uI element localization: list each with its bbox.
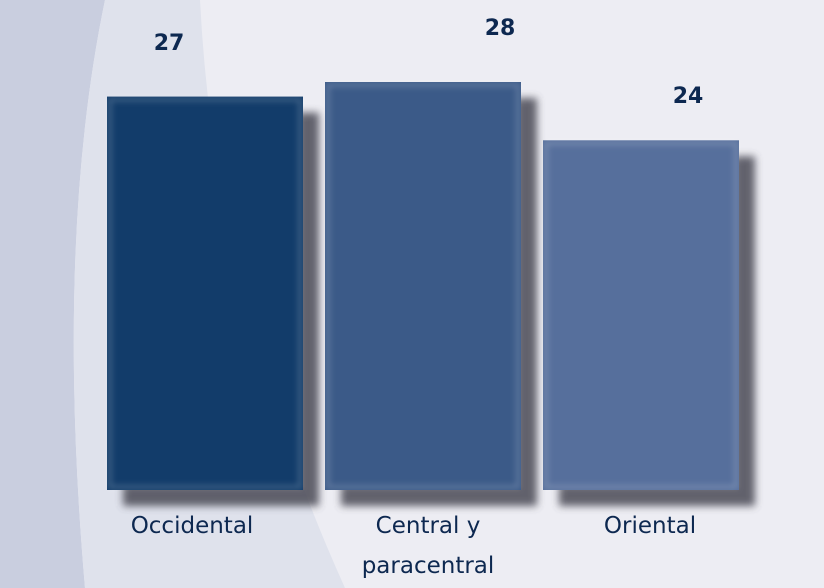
bar-bevel bbox=[544, 141, 738, 490]
bar-occidental bbox=[107, 96, 303, 491]
data-label: 27 bbox=[153, 30, 185, 56]
bar-oriental bbox=[543, 140, 739, 491]
bar-bevel bbox=[108, 97, 302, 489]
x-tick-label: Occidental bbox=[130, 513, 254, 539]
data-label: 24 bbox=[672, 84, 704, 110]
bar-central-y-paracentral bbox=[325, 82, 521, 490]
x-tick-label: Central y bbox=[375, 513, 481, 539]
bar-bevel bbox=[326, 83, 520, 489]
x-tick-label: paracentral bbox=[361, 553, 495, 579]
x-tick-label: Oriental bbox=[603, 513, 697, 539]
data-label: 28 bbox=[484, 16, 516, 41]
